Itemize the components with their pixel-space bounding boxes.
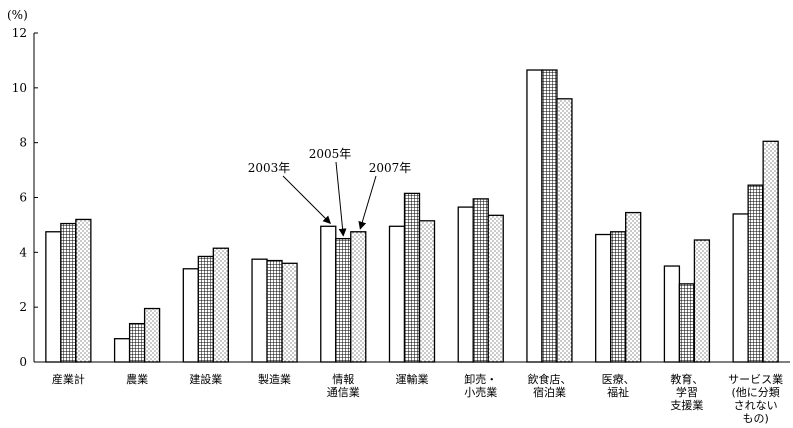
x-category-label: 通信業 (327, 386, 360, 399)
x-category-label: 教育、 (670, 372, 703, 386)
bar-2005年-10 (747, 184, 764, 363)
bar-2005年-5 (403, 192, 421, 363)
x-category-label: 産業計 (52, 372, 85, 386)
bar-2007年-9 (693, 239, 711, 363)
x-category-label: 運輸業 (396, 372, 429, 386)
x-category-label: 飲食店、 (527, 372, 571, 386)
bar-2005年-0 (60, 222, 77, 363)
y-tick-label: 8 (19, 136, 27, 150)
x-category-label: 情報 (332, 373, 354, 386)
bar-2005年-9 (678, 283, 696, 363)
x-category-label: もの) (742, 412, 768, 425)
x-category-label: 建設業 (189, 372, 222, 386)
x-category-label: 卸売・ (464, 372, 497, 386)
annotation-arrow-1 (335, 161, 347, 237)
y-tick-label: 6 (19, 191, 27, 205)
bar-2003年-10 (732, 213, 749, 363)
y-tick-label: 2 (19, 300, 27, 314)
x-category-label: サービス業 (728, 373, 783, 386)
bar-2007年-2 (212, 247, 229, 363)
bar-2007年-6 (487, 214, 504, 363)
bar-2003年-6 (457, 206, 474, 363)
y-tick-label: 4 (19, 245, 27, 259)
bar-2003年-3 (251, 258, 268, 363)
x-category-label: されない (734, 399, 778, 412)
bar-2005年-4 (335, 237, 352, 363)
bar-2007年-3 (281, 262, 298, 363)
annotations: 2003年 2005年 2007年 (248, 147, 412, 237)
bars (45, 69, 779, 363)
annotation-label-1: 2005年 (309, 147, 352, 161)
y-axis-unit: (%) (7, 8, 28, 22)
bar-2007年-10 (762, 140, 779, 363)
bar-2007年-7 (556, 98, 573, 363)
bar-2007年-1 (143, 307, 161, 363)
x-category-label: (他に分類 (731, 386, 779, 399)
x-category-label: 製造業 (258, 372, 291, 386)
bar-2005年-3 (266, 259, 283, 363)
y-axis-ticks: 0 2 4 6 8 10 12 (12, 26, 38, 369)
bar-2003年-9 (663, 265, 681, 363)
bar-2005年-7 (541, 69, 558, 363)
bar-2003年-7 (526, 69, 543, 363)
x-category-label: 農業 (126, 372, 148, 386)
bar-2003年-0 (45, 231, 62, 363)
y-tick-label: 0 (19, 355, 27, 369)
x-category-label: 支援業 (670, 398, 703, 412)
bar-2003年-4 (320, 225, 337, 363)
x-category-label: 学習 (676, 385, 698, 399)
bar-2007年-0 (75, 218, 92, 363)
annotation-label-0: 2003年 (248, 161, 291, 175)
annotation-arrow-2 (358, 175, 377, 230)
bar-2005年-8 (610, 231, 627, 363)
x-category-label: 医療、 (602, 372, 635, 386)
y-tick-label: 12 (12, 26, 27, 40)
bar-2005年-1 (128, 322, 146, 363)
bar-2005年-6 (472, 198, 489, 363)
y-tick-label: 10 (12, 81, 27, 95)
x-category-label: 福祉 (607, 385, 629, 399)
bar-2005年-2 (197, 255, 214, 363)
bar-2007年-5 (418, 220, 436, 363)
bar-2003年-5 (388, 225, 406, 363)
bar-2007年-8 (625, 211, 642, 363)
x-category-label: 宿泊業 (533, 385, 566, 399)
bar-2003年-2 (182, 268, 199, 363)
x-category-label: 小売業 (464, 386, 497, 399)
annotation-label-2: 2007年 (369, 161, 412, 175)
bar-2003年-1 (113, 338, 131, 363)
annotation-arrow-0 (282, 175, 331, 224)
bar-2007年-4 (350, 231, 367, 363)
bar-2003年-8 (595, 233, 612, 363)
